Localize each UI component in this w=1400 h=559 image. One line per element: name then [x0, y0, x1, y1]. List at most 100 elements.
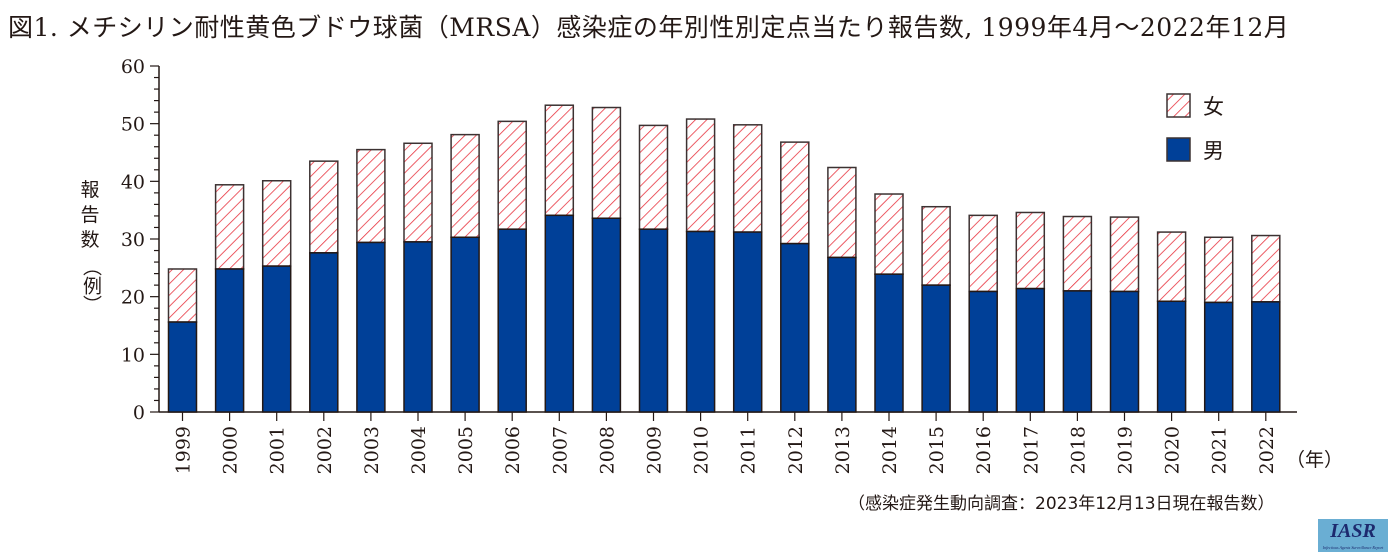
y-tick-label: 50	[121, 114, 145, 136]
source-note: （感染症発生動向調査：2023年12月13日現在報告数）	[848, 494, 1275, 514]
x-tick-label: 2021	[1209, 426, 1231, 474]
bar-group-2018	[1062, 215, 1093, 413]
bar-group-2000	[214, 184, 245, 413]
x-tick-label: 2008	[596, 426, 618, 474]
x-tick-label: 2018	[1067, 426, 1089, 474]
bar-group-2009	[638, 124, 669, 413]
legend-label-female: 女	[1203, 95, 1224, 119]
x-tick-label: 2022	[1256, 426, 1278, 474]
y-axis-label-char: 数	[80, 229, 100, 251]
bar-group-2003	[356, 148, 386, 413]
bar-male	[1109, 290, 1140, 413]
bar-female	[732, 124, 763, 233]
bar-male	[356, 241, 386, 413]
bar-female	[497, 120, 527, 230]
bar-group-1999	[167, 268, 198, 413]
y-axis-label-char: 報	[80, 179, 100, 201]
x-tick-label: 2012	[785, 426, 807, 474]
bar-group-2013	[827, 166, 857, 413]
bar-male	[591, 217, 622, 413]
x-tick-label: 2003	[361, 426, 383, 474]
x-tick-label: 2001	[267, 426, 289, 474]
x-tick-label: 2007	[549, 426, 571, 474]
bar-male	[874, 273, 904, 413]
axes: 0 10 20 30 40 50 60	[121, 56, 1297, 424]
bar-male	[1015, 287, 1046, 413]
bar-male	[780, 242, 810, 413]
bar-female	[1251, 234, 1281, 303]
bar-female	[1109, 216, 1140, 293]
bar-male	[1251, 301, 1281, 413]
bar-male	[968, 290, 998, 413]
logo-text: IASR	[1330, 520, 1376, 542]
bar-group-2017	[1015, 211, 1046, 413]
x-axis-unit-label: （年）	[1286, 449, 1343, 471]
bar-female	[403, 142, 433, 243]
bar-female	[968, 214, 998, 293]
bar-female	[638, 124, 669, 230]
bar-female	[261, 180, 292, 267]
bar-female	[874, 193, 904, 275]
bar-male	[827, 256, 857, 413]
bar-group-2022	[1251, 234, 1281, 413]
x-tick-label: 2006	[502, 426, 524, 474]
bar-female	[1203, 236, 1234, 304]
bar-group-2006	[497, 120, 527, 413]
y-axis-label-char: 告	[80, 204, 100, 226]
x-tick-label: 2013	[832, 426, 854, 474]
bar-female	[309, 160, 339, 254]
x-tick-label: 2015	[926, 426, 948, 474]
bar-male	[167, 321, 198, 413]
x-tick-label: 2005	[455, 426, 477, 474]
x-tick-label: 2016	[973, 426, 995, 474]
bar-female	[167, 268, 198, 323]
x-tick-label: 2011	[738, 426, 760, 474]
y-tick-label: 30	[121, 229, 145, 251]
bar-male	[1062, 290, 1093, 413]
bar-male	[450, 236, 480, 413]
y-tick-label: 10	[121, 344, 145, 366]
bar-group-2002	[309, 160, 339, 413]
bar-group-2016	[968, 214, 998, 413]
bar-male	[685, 230, 716, 413]
legend-swatch-male	[1166, 137, 1191, 162]
bar-male	[1203, 301, 1234, 413]
iasr-logo: IASR Infectious Agents Surveillance Repo…	[1318, 519, 1388, 552]
bar-male	[261, 265, 292, 413]
y-tick-label: 20	[121, 287, 145, 309]
y-axis-label-unit: （例）	[80, 257, 102, 314]
bar-group-2015	[921, 205, 951, 413]
bar-male	[732, 231, 763, 413]
x-tick-label: 2020	[1162, 426, 1184, 474]
bar-male	[309, 252, 339, 413]
bar-male	[638, 228, 669, 413]
chart-title: 図1. メチシリン耐性黄色ブドウ球菌（MRSA）感染症の年別性別定点当たり報告数…	[8, 13, 1290, 42]
bar-group-2004	[403, 142, 433, 413]
x-tick-label: 2004	[408, 426, 430, 474]
bar-group-2007	[544, 104, 575, 413]
y-tick-label: 0	[133, 402, 145, 424]
bar-male	[544, 214, 575, 413]
bar-male	[497, 228, 527, 413]
x-tick-label: 2009	[644, 426, 666, 474]
bar-male	[921, 284, 951, 413]
bar-group-2021	[1203, 236, 1234, 413]
x-tick-label: 2019	[1115, 426, 1137, 474]
logo-subtext: Infectious Agents Surveillance Report	[1322, 545, 1384, 550]
bar-group-2008	[591, 106, 622, 413]
bar-female	[1062, 215, 1093, 292]
bar-group-2014	[874, 193, 904, 413]
bar-group-2005	[450, 133, 480, 413]
bars	[167, 104, 1281, 413]
bar-male	[403, 241, 433, 413]
bar-female	[356, 148, 386, 244]
bar-female	[827, 166, 857, 259]
bar-female	[921, 205, 951, 286]
bar-female	[591, 106, 622, 219]
x-tick-labels: 1999 2000 2001 2002 2003 2004 2005 2006 2007 2008…	[173, 412, 1278, 474]
bar-group-2011	[732, 124, 763, 413]
bar-female	[450, 133, 480, 239]
bar-group-2010	[685, 118, 716, 413]
x-tick-label: 2017	[1020, 426, 1042, 474]
x-tick-label: 2002	[314, 426, 336, 474]
